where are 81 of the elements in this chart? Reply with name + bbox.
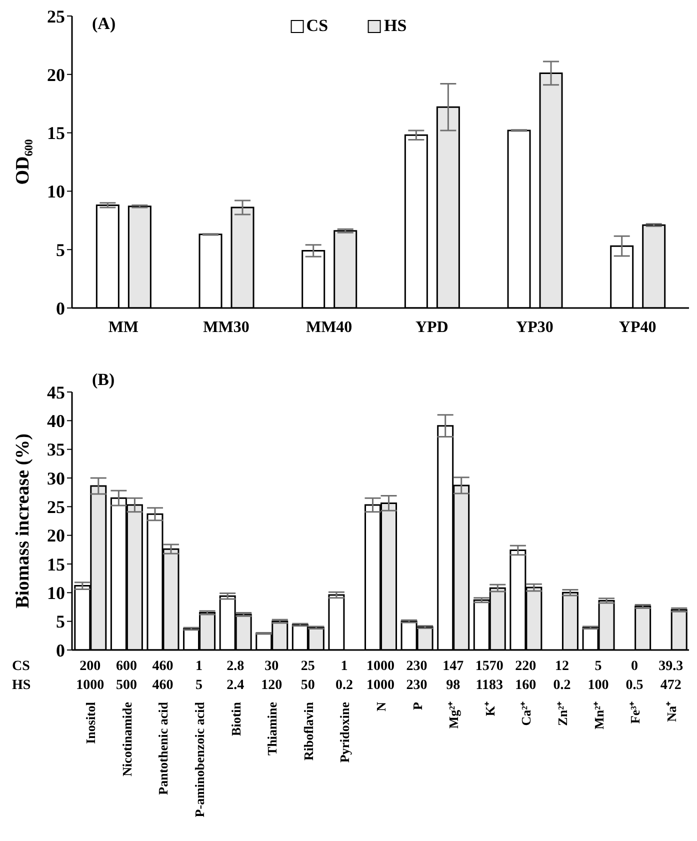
x-tick-label: Pantothenic acid <box>156 701 171 795</box>
y-tick-label: 45 <box>47 382 65 402</box>
text: 12 <box>554 659 569 674</box>
x-tick-label: P-aminobenzoic acid <box>192 701 208 818</box>
x-tick-label: Mg²⁺ <box>446 701 462 729</box>
text: 230 <box>406 659 428 674</box>
text: 460 <box>152 659 174 674</box>
text: 220 <box>515 659 536 674</box>
text: 0.2 <box>553 678 571 693</box>
x-tick-label: Riboflavin <box>300 701 316 761</box>
text: 0.5 <box>626 678 644 693</box>
y-tick-label: 20 <box>47 526 65 546</box>
text: 200 <box>80 659 101 674</box>
x-tick-label: Na⁺ <box>664 701 679 722</box>
x-tick-label: K⁺ <box>482 701 498 716</box>
x-tick-label: N <box>374 701 388 712</box>
y-tick-label: 20 <box>47 64 65 85</box>
text: 50 <box>300 678 315 693</box>
x-tick-label: Inositol <box>83 702 98 744</box>
text: 500 <box>116 678 137 693</box>
text: 2.4 <box>226 678 244 693</box>
x-tick-label: MM30 <box>203 319 250 336</box>
text: 460 <box>152 678 174 693</box>
text: 1000 <box>366 678 394 693</box>
text: 0.2 <box>335 678 353 693</box>
text: 25 <box>300 659 315 674</box>
y-tick-label: 25 <box>47 6 65 26</box>
chart-title: (A) <box>92 14 116 34</box>
text: 100 <box>588 678 609 693</box>
x-tick-label: Thiamine <box>264 702 280 756</box>
text: HS <box>12 678 31 693</box>
legend-label: HS <box>384 16 407 36</box>
text: 2.8 <box>226 659 244 674</box>
text: 30 <box>264 659 279 674</box>
legend-label: CS <box>306 16 328 36</box>
x-tick-label: YP30 <box>516 319 554 336</box>
text: 1183 <box>476 678 503 693</box>
text: 147 <box>442 659 464 674</box>
y-tick-label: 25 <box>47 497 65 518</box>
text: 1000 <box>76 678 104 693</box>
x-tick-label: Fe³⁺ <box>628 701 643 724</box>
x-tick-label: YP40 <box>618 319 656 336</box>
text: 1570 <box>475 659 504 674</box>
x-tick-label: Ca²⁺ <box>518 701 534 726</box>
x-tick-label: MM40 <box>306 319 352 336</box>
y-tick-label: 5 <box>56 240 65 260</box>
text: 1 <box>196 659 203 674</box>
x-tick-label: YPD <box>415 319 448 336</box>
x-tick-label: Biotin <box>228 701 244 736</box>
text: 39.3 <box>658 659 684 674</box>
text: CS <box>12 659 30 674</box>
x-tick-label: Nicotinamide <box>119 702 134 776</box>
text: 120 <box>261 678 282 693</box>
x-tick-label: Zn²⁺ <box>554 701 570 726</box>
y-tick-label: 30 <box>47 468 65 488</box>
chart-title: (B) <box>92 370 115 390</box>
text: 5 <box>196 678 203 693</box>
y-axis-title: OD₆₀₀ <box>12 138 34 185</box>
y-tick-label: 40 <box>47 411 65 432</box>
text: 230 <box>406 678 428 693</box>
x-tick-label: Mn²⁺ <box>591 701 606 730</box>
text: 600 <box>116 659 137 674</box>
y-tick-label: 10 <box>47 182 65 202</box>
y-tick-label: 10 <box>47 583 65 604</box>
y-tick-label: 15 <box>47 554 65 574</box>
x-tick-label: Pyridoxine <box>337 702 352 763</box>
x-tick-label: P <box>410 702 425 710</box>
x-tick-label: MM <box>108 319 139 336</box>
y-axis-title: Biomass increase (%) <box>12 434 34 608</box>
text: 160 <box>515 678 536 693</box>
y-tick-label: 0 <box>56 298 65 318</box>
text: 472 <box>660 678 682 693</box>
text: 1 <box>340 659 348 674</box>
y-tick-label: 5 <box>56 612 65 632</box>
text: 5 <box>594 659 602 674</box>
text: 98 <box>446 678 460 693</box>
text: 1000 <box>366 659 394 674</box>
text: 0 <box>631 659 638 674</box>
y-tick-label: 0 <box>56 640 65 660</box>
y-tick-label: 15 <box>47 123 65 144</box>
y-tick-label: 35 <box>47 440 65 460</box>
